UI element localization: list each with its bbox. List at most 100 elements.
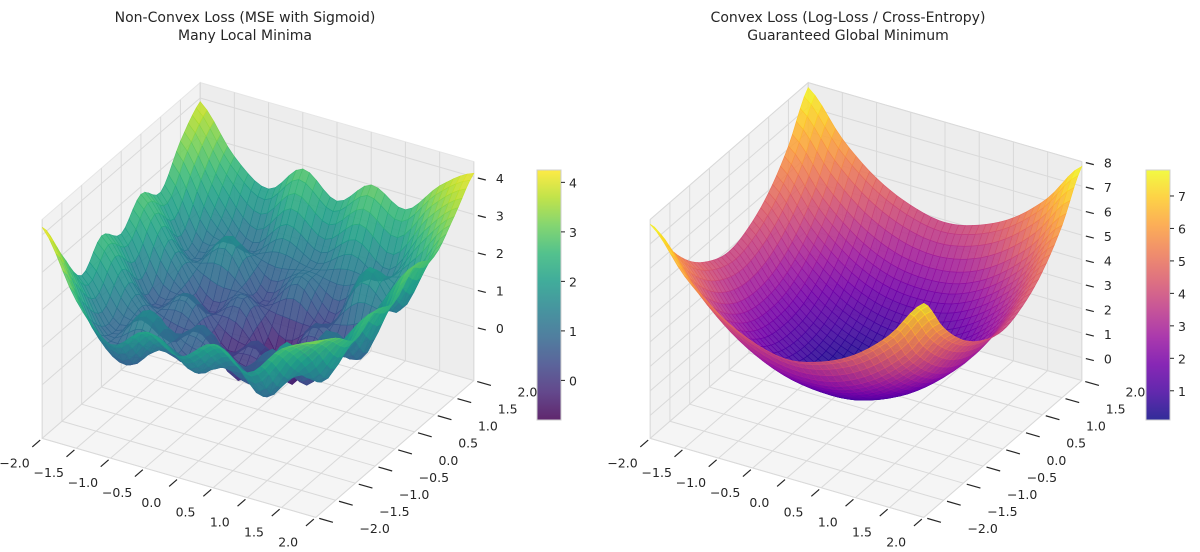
non-convex-surface-plot: −2.0−2.0−1.5−1.5−1.0−1.0−0.5−0.50.00.00.…	[0, 81, 577, 549]
colorbar-tick-label: 4	[1178, 286, 1186, 301]
x-tick-mark	[305, 518, 315, 527]
x-tick-label: 0.5	[176, 505, 196, 520]
y-tick-label: 0.5	[458, 436, 478, 451]
left-title-line1: Non-Convex Loss (MSE with Sigmoid)	[115, 10, 376, 26]
y-tick-mark	[358, 483, 373, 489]
z-tick-mark	[477, 252, 486, 256]
gridline-x	[923, 380, 1083, 518]
x-tick-label: 1.5	[244, 524, 264, 539]
x-tick-mark	[810, 489, 820, 497]
y-tick-mark	[986, 466, 1001, 472]
z-tick-label: 3	[496, 208, 504, 223]
colorbar-tick-label: 3	[569, 225, 577, 240]
y-tick-label: −0.5	[419, 470, 449, 485]
x-tick-mark	[134, 469, 144, 478]
z-tick-mark	[1085, 308, 1094, 313]
x-tick-label: 0.0	[749, 495, 769, 510]
gridline-y	[121, 369, 395, 450]
z-tick-mark	[1085, 162, 1094, 166]
y-tick-mark	[966, 483, 981, 489]
colorbar-tick-label: 0	[569, 373, 577, 388]
x-tick-mark	[168, 479, 178, 487]
z-tick-label: 5	[1104, 229, 1112, 244]
z-tick-label: 7	[1104, 180, 1112, 195]
surface-patch	[41, 227, 54, 242]
y-tick-label: 1.5	[498, 402, 518, 417]
colorbar-tick-label: 2	[1178, 351, 1186, 366]
y-tick-mark	[927, 517, 942, 523]
y-tick-label: 0.0	[1046, 453, 1066, 468]
x-tick-label: −0.5	[102, 485, 132, 500]
colorbar-tick-label: 6	[1178, 221, 1186, 236]
x-tick-label: −1.5	[642, 465, 672, 480]
y-tick-mark	[1065, 398, 1080, 404]
x-tick-label: −0.5	[710, 485, 740, 500]
x-tick-mark	[742, 469, 752, 478]
y-tick-mark	[1025, 432, 1040, 438]
colorbar-tick-label: 3	[1178, 319, 1186, 334]
y-tick-label: −1.0	[1007, 487, 1037, 502]
x-tick-mark	[202, 489, 212, 497]
gridline-z	[808, 82, 1082, 163]
x-tick-mark	[913, 518, 923, 527]
z-tick-label: 1	[1104, 327, 1112, 342]
colorbar-tick-label: 1	[1178, 384, 1186, 399]
gridline-x	[820, 350, 980, 489]
z-tick-label: 2	[496, 246, 504, 261]
gridline-x	[281, 370, 440, 508]
y-tick-mark	[457, 398, 472, 404]
y-tick-label: −1.5	[379, 504, 409, 519]
colorbar-tick-label: 7	[1178, 189, 1186, 204]
gridline-z	[649, 82, 809, 220]
x-tick-label: −2.0	[0, 455, 30, 470]
x-tick-mark	[639, 439, 649, 448]
gridline-z	[200, 97, 474, 178]
y-tick-mark	[378, 466, 393, 472]
z-tick-mark	[477, 289, 486, 294]
z-tick-label: 3	[1104, 278, 1112, 293]
y-tick-label: 1.0	[478, 419, 498, 434]
colorbar-tick-label: 2	[569, 274, 577, 289]
z-tick-mark	[1085, 186, 1094, 190]
z-tick-label: 2	[1104, 303, 1112, 318]
surface-patch	[308, 341, 320, 345]
x-tick-mark	[31, 439, 41, 448]
y-tick-label: −2.0	[359, 521, 389, 536]
z-tick-mark	[477, 214, 486, 219]
surface-patch	[301, 182, 313, 205]
gridline-x	[315, 380, 475, 518]
z-tick-mark	[477, 327, 486, 331]
gridline-z	[41, 135, 201, 273]
gridline-x	[212, 350, 372, 489]
x-tick-label: −2.0	[607, 455, 637, 470]
y-tick-mark	[417, 432, 432, 438]
gridline-x	[247, 360, 406, 499]
x-tick-mark	[237, 498, 246, 507]
colorbar	[1145, 169, 1171, 421]
colorbar-tick-label: 5	[1178, 254, 1186, 269]
y-tick-mark	[398, 449, 413, 455]
gridline-z	[808, 131, 1082, 212]
z-tick-label: 1	[496, 283, 504, 298]
x-tick-label: 1.5	[852, 524, 872, 539]
x-tick-label: 2.0	[886, 534, 906, 549]
z-tick-mark	[1085, 284, 1094, 288]
surface-patch	[300, 289, 312, 313]
y-tick-label: −2.0	[967, 521, 997, 536]
z-tick-mark	[1085, 259, 1094, 264]
y-tick-mark	[1085, 380, 1100, 387]
z-tick-label: 4	[1104, 254, 1112, 269]
z-tick-mark	[1085, 211, 1094, 215]
y-tick-label: −1.5	[987, 504, 1017, 519]
convex-surface-plot: −2.0−2.0−1.5−1.5−1.0−1.0−0.5−0.50.00.00.…	[607, 81, 1186, 549]
x-tick-mark	[271, 508, 281, 517]
y-tick-label: 1.5	[1106, 402, 1126, 417]
y-tick-label: 2.0	[517, 384, 537, 399]
z-tick-label: 4	[496, 171, 504, 186]
y-tick-mark	[477, 380, 492, 387]
gridline-z	[41, 97, 201, 236]
x-tick-label: 2.0	[278, 534, 298, 549]
y-tick-label: 2.0	[1125, 384, 1145, 399]
y-tick-label: 1.0	[1086, 419, 1106, 434]
